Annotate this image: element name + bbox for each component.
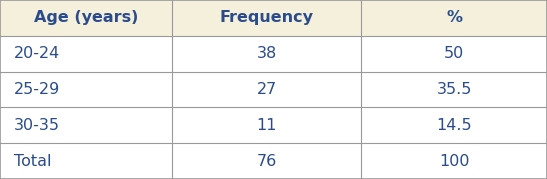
Text: 11: 11 bbox=[257, 118, 277, 133]
Text: 30-35: 30-35 bbox=[14, 118, 60, 133]
Text: %: % bbox=[446, 10, 462, 25]
Text: 20-24: 20-24 bbox=[14, 46, 60, 61]
Text: Age (years): Age (years) bbox=[34, 10, 138, 25]
Text: 27: 27 bbox=[257, 82, 277, 97]
Bar bbox=[172, 143, 361, 179]
Text: 50: 50 bbox=[444, 46, 464, 61]
Bar bbox=[361, 107, 547, 143]
Bar bbox=[361, 36, 547, 72]
Text: 100: 100 bbox=[439, 154, 469, 169]
Bar bbox=[0, 107, 172, 143]
Text: 14.5: 14.5 bbox=[436, 118, 472, 133]
Text: 38: 38 bbox=[257, 46, 277, 61]
Text: 76: 76 bbox=[257, 154, 277, 169]
Bar bbox=[361, 143, 547, 179]
Bar bbox=[0, 143, 172, 179]
Bar bbox=[172, 107, 361, 143]
Text: 25-29: 25-29 bbox=[14, 82, 60, 97]
Text: Frequency: Frequency bbox=[220, 10, 313, 25]
Bar bbox=[361, 72, 547, 107]
Bar bbox=[0, 36, 172, 72]
Text: Total: Total bbox=[14, 154, 51, 169]
Bar bbox=[172, 0, 361, 36]
Bar bbox=[0, 0, 172, 36]
Bar bbox=[0, 72, 172, 107]
Bar bbox=[361, 0, 547, 36]
Bar bbox=[172, 72, 361, 107]
Text: 35.5: 35.5 bbox=[437, 82, 472, 97]
Bar bbox=[172, 36, 361, 72]
